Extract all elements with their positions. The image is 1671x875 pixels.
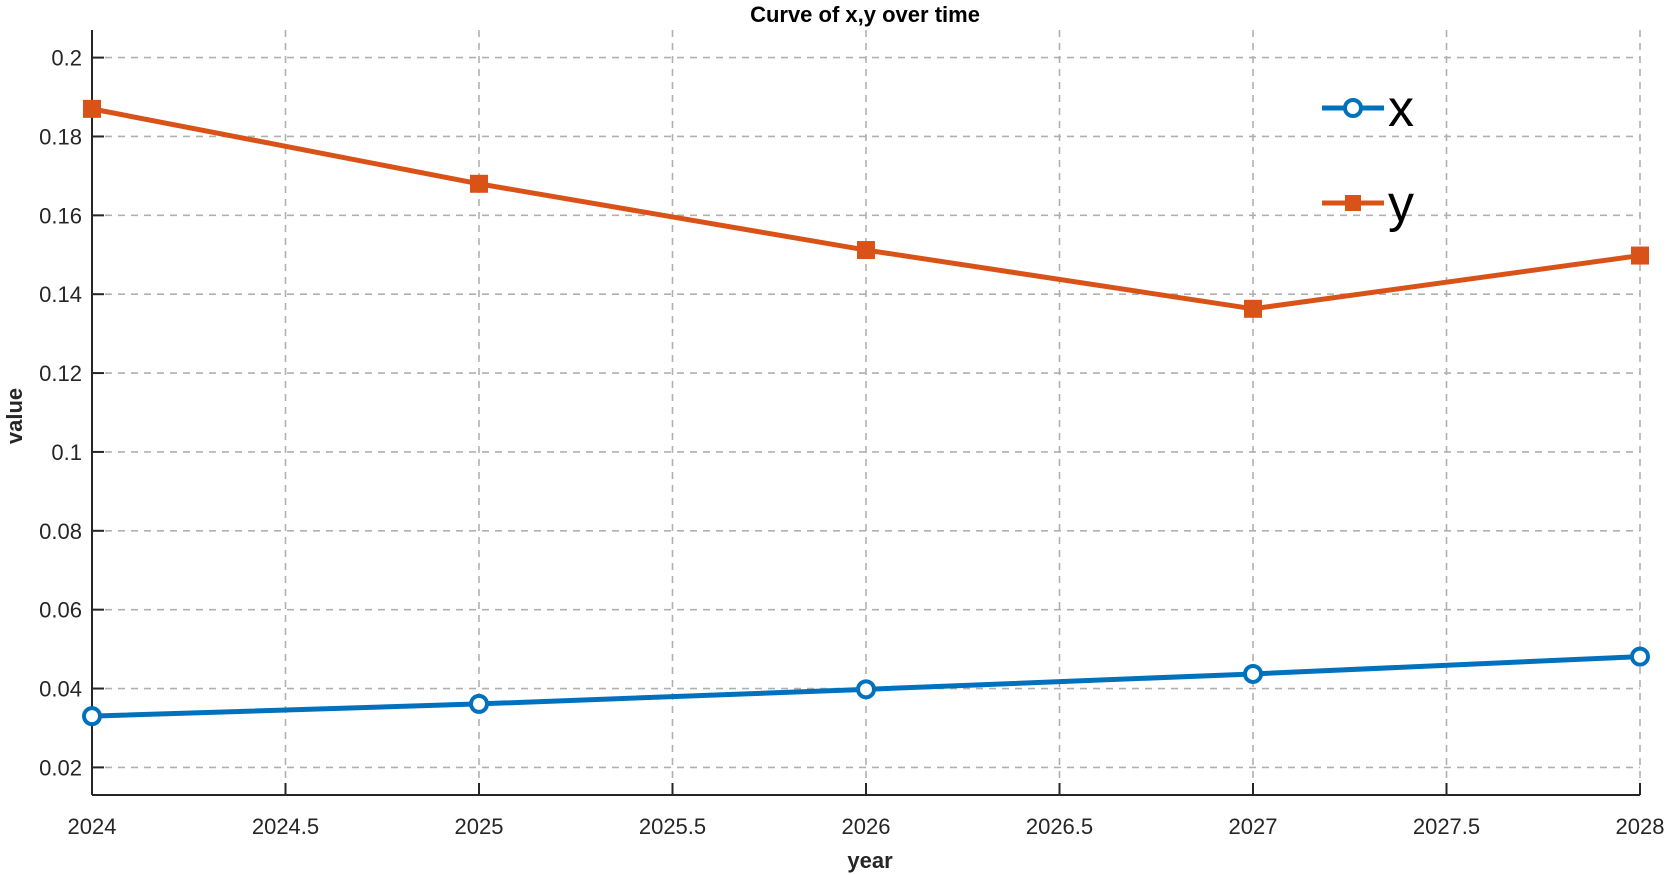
x-tick-label: 2027 (1229, 814, 1278, 839)
y-tick-label: 0.1 (51, 440, 82, 465)
tick-labels: 2024 2024.5 2025 2025.5 2026 2026.5 2027 2027.5… (39, 46, 1664, 839)
data-point-x (1630, 646, 1650, 667)
y-tick-label: 0.08 (39, 519, 82, 544)
data-point-x (856, 679, 876, 700)
x-tick-label: 2026 (842, 814, 891, 839)
legend-label: x (1388, 80, 1414, 138)
y-tick-label: 0.16 (39, 203, 82, 228)
legend-item-y: y (1322, 175, 1414, 233)
legend-item-x: x (1322, 80, 1414, 138)
data-point-y (83, 99, 101, 118)
x-tick-label: 2024 (68, 814, 117, 839)
legend: xy (1322, 80, 1414, 233)
data-point-x (1243, 663, 1263, 684)
x-tick-label: 2026.5 (1026, 814, 1093, 839)
data-point-x (82, 706, 102, 727)
y-axis-title: value (2, 388, 27, 444)
data-point-y (470, 174, 488, 193)
series-y (83, 99, 1649, 318)
x-tick-label: 2024.5 (252, 814, 319, 839)
data-point-y (1244, 299, 1262, 318)
legend-marker-circle (1343, 98, 1363, 118)
legend-marker-square (1345, 195, 1361, 211)
series-x (82, 646, 1650, 727)
x-tick-label: 2027.5 (1413, 814, 1480, 839)
data-point-y (1631, 246, 1649, 265)
y-tick-label: 0.18 (39, 124, 82, 149)
y-tick-label: 0.06 (39, 598, 82, 623)
y-tick-label: 0.12 (39, 361, 82, 386)
x-tick-label: 2025.5 (639, 814, 706, 839)
axes-layer (91, 30, 1641, 796)
series-layer (82, 99, 1650, 727)
x-tick-label: 2028 (1616, 814, 1665, 839)
data-point-y (857, 241, 875, 260)
y-tick-label: 0.14 (39, 282, 82, 307)
y-tick-label: 0.02 (39, 755, 82, 780)
x-tick-label: 2025 (455, 814, 504, 839)
y-tick-label: 0.04 (39, 677, 82, 702)
data-point-x (469, 693, 489, 714)
y-tick-label: 0.2 (51, 46, 82, 71)
chart-title: Curve of x,y over time (750, 2, 980, 27)
x-axis-title: year (847, 848, 893, 873)
legend-label: y (1388, 175, 1414, 233)
